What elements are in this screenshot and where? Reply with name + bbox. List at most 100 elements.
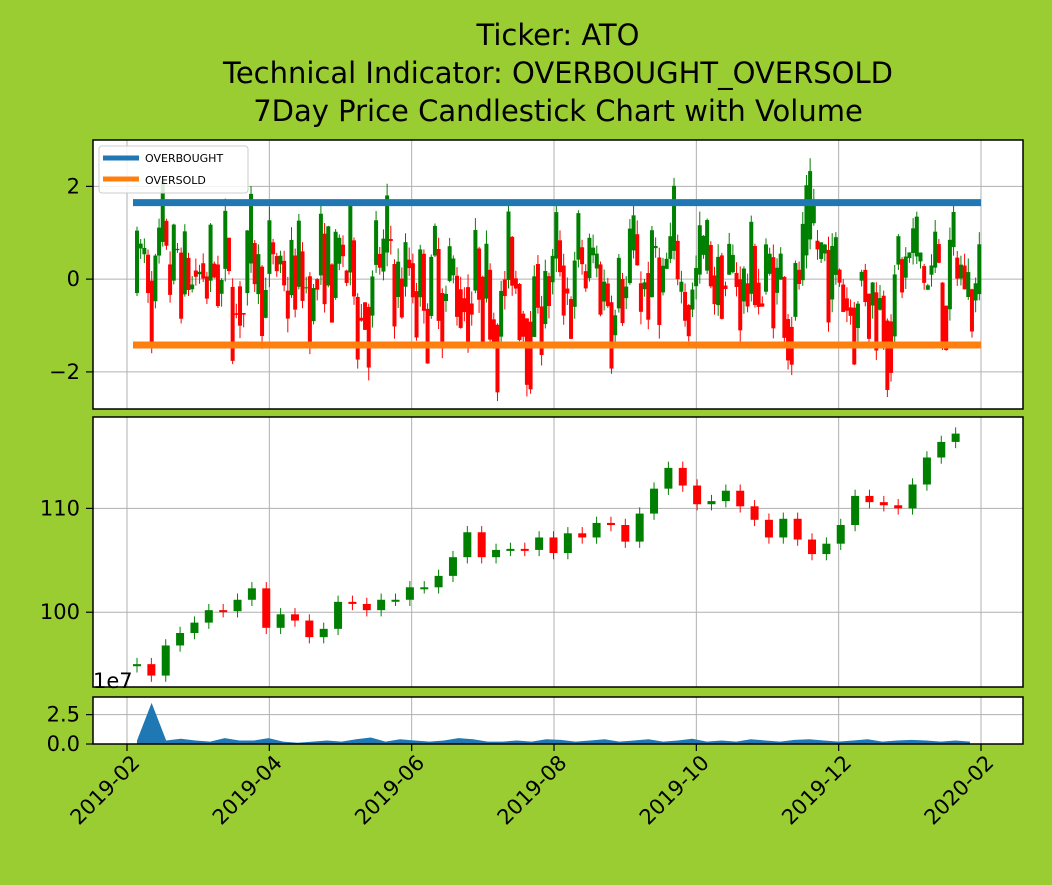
indicator-candle [727, 243, 732, 275]
indicator-candle [329, 264, 334, 323]
price-panel-frame [92, 416, 1024, 688]
indicator-candle [811, 201, 816, 224]
indicator-candle [859, 271, 864, 281]
indicator-candle [697, 225, 702, 275]
indicator-candle [646, 273, 651, 320]
indicator-candle [778, 253, 783, 280]
indicator-candle [363, 302, 368, 330]
x-tick-label: 2019-08 [493, 751, 572, 830]
indicator-candle [929, 265, 934, 275]
price-candle [147, 664, 156, 676]
indicator-candle [558, 240, 562, 273]
indicator-candle [609, 302, 614, 369]
indicator-candle [219, 279, 224, 294]
price-candle [721, 490, 730, 502]
indicator-candle [874, 292, 879, 351]
indicator-candle [642, 282, 647, 290]
indicator-candle [826, 249, 831, 323]
indicator-candle [282, 260, 287, 286]
indicator-candle [311, 288, 316, 322]
indicator-candle [234, 313, 239, 315]
indicator-candle [572, 260, 577, 307]
indicator-candle [705, 220, 710, 271]
indicator-candle [135, 230, 139, 294]
indicator-candle [488, 269, 493, 340]
volume-panel-frame [92, 696, 1024, 745]
price-candle [262, 588, 271, 628]
indicator-candle [241, 313, 246, 315]
indicator-candle [142, 247, 147, 255]
indicator-candle [914, 216, 919, 257]
price-candle [448, 557, 457, 576]
x-axis-ticks: 2019-02 2019-04 2019-06 2019-08 2019-10 2019-… [66, 744, 999, 830]
indicator-candle [947, 239, 952, 310]
volume-panel-bg [93, 697, 1023, 744]
indicator-candle [440, 293, 445, 349]
indicator-candle [513, 278, 518, 289]
indicator-candle [734, 272, 739, 287]
indicator-candle [797, 269, 802, 284]
price-candle [549, 537, 558, 554]
indicator-candle [381, 238, 386, 272]
indicator-candle [285, 290, 290, 319]
indicator-candle [502, 279, 507, 297]
indicator-candle [521, 313, 526, 337]
indicator-candle [149, 280, 154, 347]
indicator-candle [263, 289, 268, 318]
chart-title-line-2: Technical Indicator: OVERBOUGHT_OVERSOLD [222, 56, 893, 90]
indicator-candle [517, 283, 522, 341]
indicator-candle [576, 213, 581, 260]
indicator-candle [627, 228, 632, 284]
indicator-candle [215, 264, 220, 307]
indicator-candle [274, 256, 279, 272]
price-candle [391, 599, 400, 602]
indicator-candle [878, 298, 883, 310]
indicator-candle [495, 324, 500, 393]
indicator-candle [896, 236, 901, 265]
indicator-candle [293, 255, 298, 310]
price-candle [520, 548, 529, 551]
indicator-candle [605, 283, 610, 307]
indicator-candle [223, 210, 228, 269]
indicator-candle [157, 227, 162, 256]
indicator-candle [944, 305, 949, 351]
indicator-candle [344, 270, 349, 283]
indicator-candle [153, 255, 158, 302]
indicator-candle [660, 265, 665, 293]
price-candle [779, 518, 788, 538]
legend-overbought-label: OVERBOUGHT [145, 152, 223, 165]
indicator-candle [686, 305, 691, 337]
indicator-candle [756, 282, 761, 307]
price-candle [606, 522, 615, 525]
indicator-candle [638, 283, 643, 312]
price-candle [879, 502, 888, 506]
indicator-candle [752, 246, 757, 306]
price-candle [808, 539, 817, 555]
indicator-candle [852, 307, 857, 365]
indicator-candle [160, 181, 165, 242]
price-candle [764, 519, 773, 538]
indicator-candle [370, 276, 375, 316]
y-tick-label: 2 [67, 174, 80, 198]
price-candle [305, 620, 314, 638]
indicator-candle [410, 263, 415, 298]
indicator-candle [252, 243, 257, 285]
indicator-candle [881, 295, 886, 346]
indicator-legend: OVERBOUGHT OVERSOLD [98, 145, 249, 194]
indicator-candle [296, 220, 301, 287]
price-candle [563, 533, 572, 554]
indicator-candle [201, 263, 206, 279]
indicator-candle [973, 283, 978, 301]
indicator-candle [355, 296, 360, 360]
indicator-candle [730, 254, 735, 273]
indicator-candle [271, 242, 276, 255]
indicator-candle [543, 270, 548, 325]
indicator-candle [425, 308, 430, 364]
price-candle [750, 506, 759, 520]
indicator-candle [418, 249, 423, 298]
price-candle [492, 549, 501, 558]
indicator-candle [326, 226, 331, 286]
indicator-candle [657, 257, 662, 325]
indicator-candle [546, 276, 551, 307]
indicator-candle [443, 293, 448, 302]
